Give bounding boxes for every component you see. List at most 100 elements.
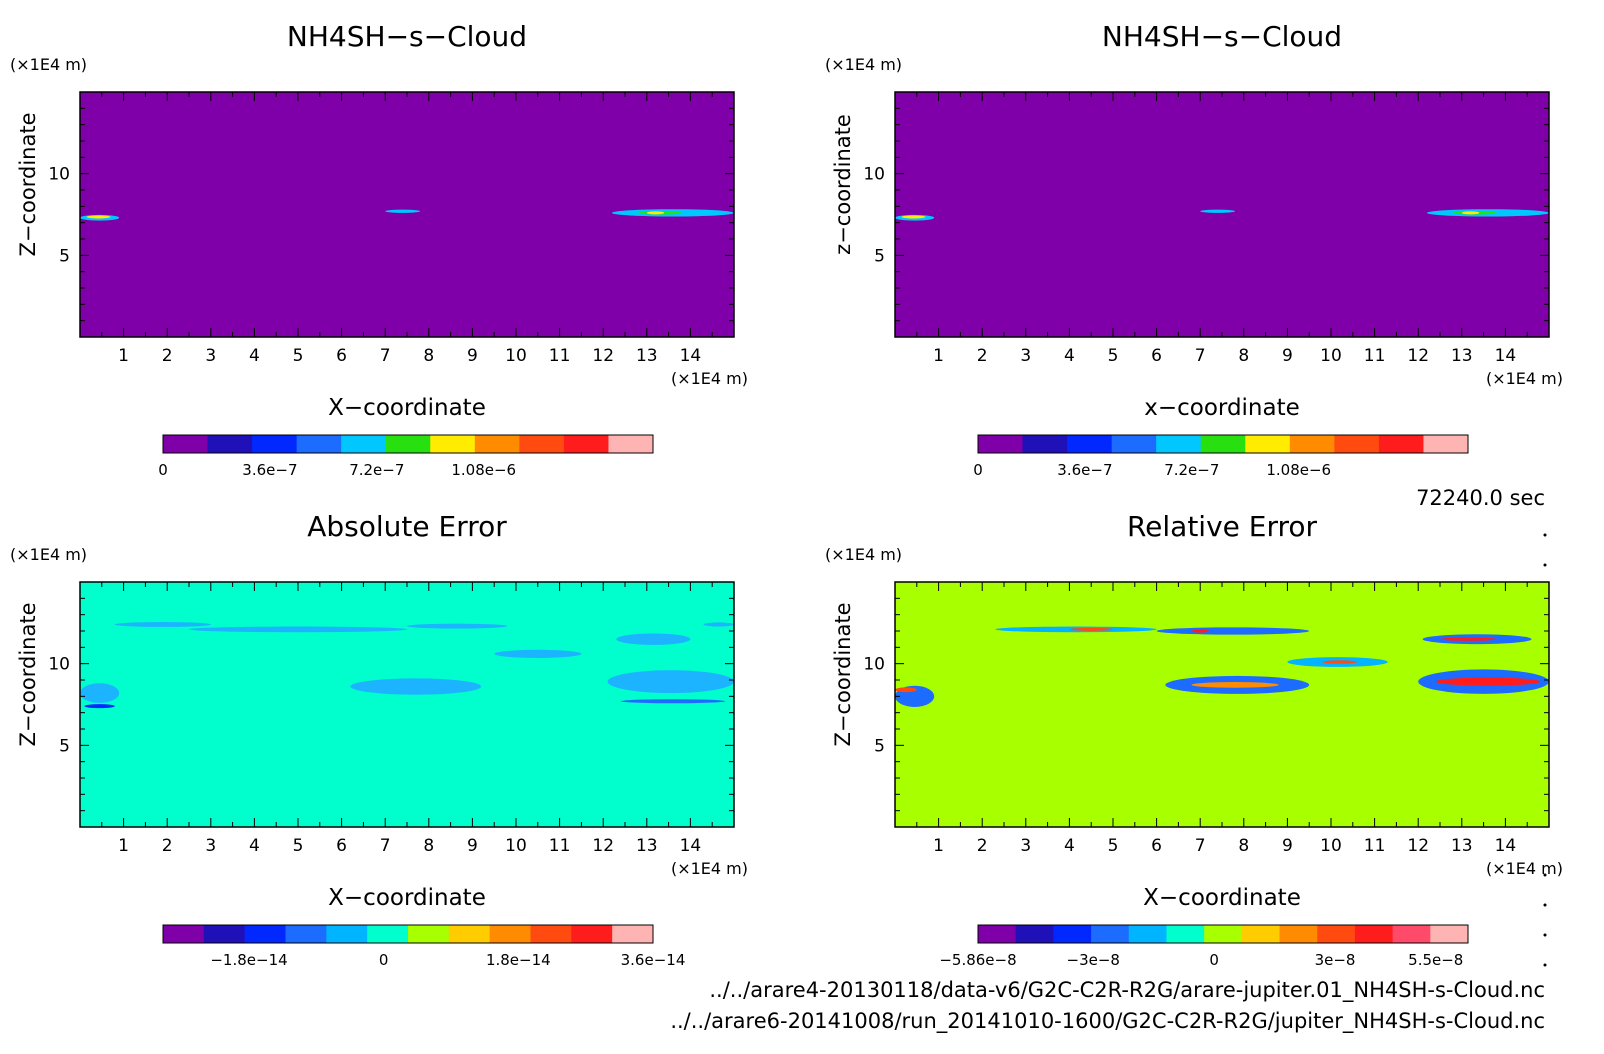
colorbar-swatch [1128, 925, 1167, 943]
x-tick-label: 5 [293, 836, 304, 856]
plot-background [80, 582, 734, 827]
x-tick-label: 3 [205, 346, 216, 366]
colorbar-swatch [978, 435, 1024, 453]
contour-region [86, 215, 111, 219]
contour-region [407, 623, 508, 629]
x-tick-label: 8 [1238, 346, 1249, 366]
contour-region [1461, 211, 1480, 215]
y-axis-label: Z−coordinate [831, 603, 855, 747]
y-axis-label: Z−coordinate [16, 603, 40, 747]
x-tick-label: 2 [977, 346, 988, 366]
x-tick-label: 13 [636, 346, 658, 366]
y-axis-label: Z−coordinate [16, 113, 40, 257]
colorbar-frame [977, 924, 1469, 944]
contour-region [703, 622, 734, 627]
contour-region [114, 622, 211, 627]
colorbar-swatch [1289, 435, 1335, 453]
colorbar-swatch [530, 925, 572, 943]
x-tick-label: 1 [118, 836, 129, 856]
x-tick-label: 9 [1282, 836, 1293, 856]
file-path-2: ../../arare6-20141008/run_20141010-1600/… [670, 1009, 1545, 1034]
colorbar-swatch [1022, 435, 1068, 453]
x-tick-label: 12 [1407, 346, 1429, 366]
contour-region [84, 704, 115, 709]
x-tick-label: 5 [293, 346, 304, 366]
colorbar-swatch [1015, 925, 1054, 943]
colorbar-swatch [1067, 435, 1113, 453]
colorbar-swatch [978, 925, 1017, 943]
colorbar-swatch [1334, 435, 1380, 453]
x-axis-label: X−coordinate [328, 395, 486, 421]
colorbar-label: 3.6e−14 [621, 951, 686, 969]
contour-region [80, 683, 120, 703]
panel-top-left: NH4SH−s−Cloud(×1E4 m)1 2 3 4 5 6 7 8 9 10 11 12 13 14… [10, 20, 748, 479]
contour-region [385, 209, 421, 213]
x-tick-label: 5 [1108, 346, 1119, 366]
margin-dot [1543, 533, 1547, 537]
x-tick-label: 11 [549, 346, 571, 366]
colorbar-swatch [571, 925, 613, 943]
colorbar-swatch [474, 435, 520, 453]
x-tick-label: 12 [1407, 836, 1429, 856]
x-tick-label: 14 [680, 836, 702, 856]
chart-title: NH4SH−s−Cloud [287, 20, 527, 53]
x-tick-label: 7 [380, 346, 391, 366]
panel-bottom-left: Absolute Error(×1E4 m)1 2 3 4 5 6 7 8 9 10 11 12 13 1… [10, 510, 748, 969]
colorbar-swatch [1354, 925, 1394, 943]
panel-bottom-right: Relative Error(×1E4 m)1 2 3 4 5 6 7 8 9 10 11 12 13 1… [825, 510, 1563, 969]
colorbar-swatch [207, 435, 253, 453]
contour-region [1435, 677, 1541, 686]
contour-region [1069, 627, 1113, 631]
z-unit-label: (×1E4 m) [825, 55, 902, 74]
colorbar-label: 0 [973, 461, 983, 479]
x-tick-label: 4 [249, 836, 260, 856]
x-tick-label: 9 [1282, 346, 1293, 366]
x-tick-label: 10 [505, 836, 527, 856]
x-unit-label: (×1E4 m) [671, 369, 748, 388]
margin-dot [1543, 903, 1547, 907]
colorbar-swatch [203, 925, 246, 943]
x-axis-label: X−coordinate [1143, 885, 1301, 911]
colorbar-swatch [296, 435, 342, 453]
x-tick-label: 13 [1451, 836, 1473, 856]
colorbar-label: 3e−8 [1315, 951, 1356, 969]
x-tick-label: 11 [549, 836, 571, 856]
file-path-1: ../../arare4-20130118/data-v6/G2C-C2R-R2… [709, 978, 1545, 1003]
colorbar-swatch [367, 925, 409, 943]
x-tick-label: 4 [249, 346, 260, 366]
colorbar-swatch [1245, 435, 1291, 453]
contour-region [616, 633, 691, 645]
x-tick-label: 6 [336, 836, 347, 856]
contour-region [646, 211, 665, 215]
z-tick-label: 10 [863, 655, 885, 675]
x-tick-label: 6 [1151, 836, 1162, 856]
z-tick-label: 10 [48, 165, 70, 185]
contour-region [1156, 627, 1310, 635]
z-tick-label: 5 [59, 736, 70, 756]
colorbar-swatch [163, 925, 205, 943]
colorbar-swatch [448, 925, 491, 943]
z-tick-label: 5 [59, 246, 70, 266]
margin-dot [1543, 933, 1547, 937]
colorbar-swatch [408, 925, 450, 943]
x-tick-label: 2 [162, 836, 173, 856]
contour-region [1322, 660, 1358, 664]
contour-region [620, 699, 726, 704]
colorbar-label: 0 [1209, 951, 1219, 969]
plot-background [895, 582, 1549, 827]
x-axis-label: x−coordinate [1144, 395, 1300, 421]
colorbar-swatch [1423, 435, 1469, 453]
x-tick-label: 8 [423, 346, 434, 366]
x-tick-label: 12 [592, 836, 614, 856]
colorbar-swatch [1317, 925, 1356, 943]
colorbar-label: 1.8e−14 [486, 951, 551, 969]
chart-title: NH4SH−s−Cloud [1102, 20, 1342, 53]
x-tick-label: 10 [1320, 836, 1342, 856]
x-tick-label: 14 [1495, 346, 1517, 366]
colorbar-swatch [612, 925, 654, 943]
contour-region [1440, 637, 1497, 641]
colorbar-swatch [252, 435, 298, 453]
x-tick-label: 2 [162, 346, 173, 366]
colorbar-label: −3e−8 [1067, 951, 1120, 969]
